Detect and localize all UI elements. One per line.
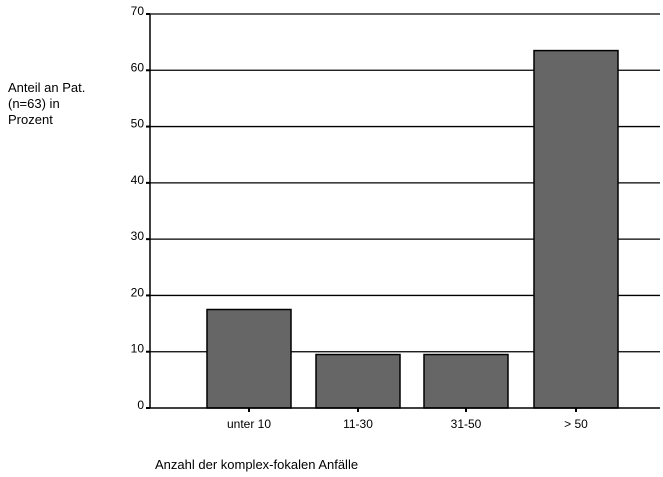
bar <box>206 308 292 409</box>
y-tick-labels: 0 10 20 30 40 50 60 70 <box>131 4 145 412</box>
y-tick-label: 70 <box>131 4 145 18</box>
grid-lines <box>150 13 660 353</box>
y-tick-label: 50 <box>131 117 145 131</box>
bar <box>533 49 619 409</box>
y-tick-label: 40 <box>131 173 145 187</box>
x-tick-label: 11-30 <box>343 417 373 431</box>
y-tick-label: 30 <box>131 229 145 243</box>
x-tick-label: > 50 <box>564 417 588 431</box>
x-tick-label: 31-50 <box>451 417 482 431</box>
axes <box>146 13 660 412</box>
x-tick-label: unter 10 <box>227 417 271 431</box>
y-tick-label: 60 <box>131 60 145 74</box>
bar <box>423 353 509 409</box>
y-tick-label: 10 <box>131 342 145 356</box>
bars <box>206 49 619 409</box>
y-axis-label-line-1: Anteil an Pat. <box>8 80 86 95</box>
y-axis-label-line-3: Prozent <box>8 112 53 127</box>
y-tick-label: 20 <box>131 285 145 299</box>
x-tick-labels: unter 10 11-30 31-50 > 50 <box>227 417 588 431</box>
bar <box>315 353 401 409</box>
x-axis-label: Anzahl der komplex-fokalen Anfälle <box>155 457 359 472</box>
y-tick-label: 0 <box>137 398 144 412</box>
y-axis-label-line-2: (n=63) in <box>8 96 60 111</box>
